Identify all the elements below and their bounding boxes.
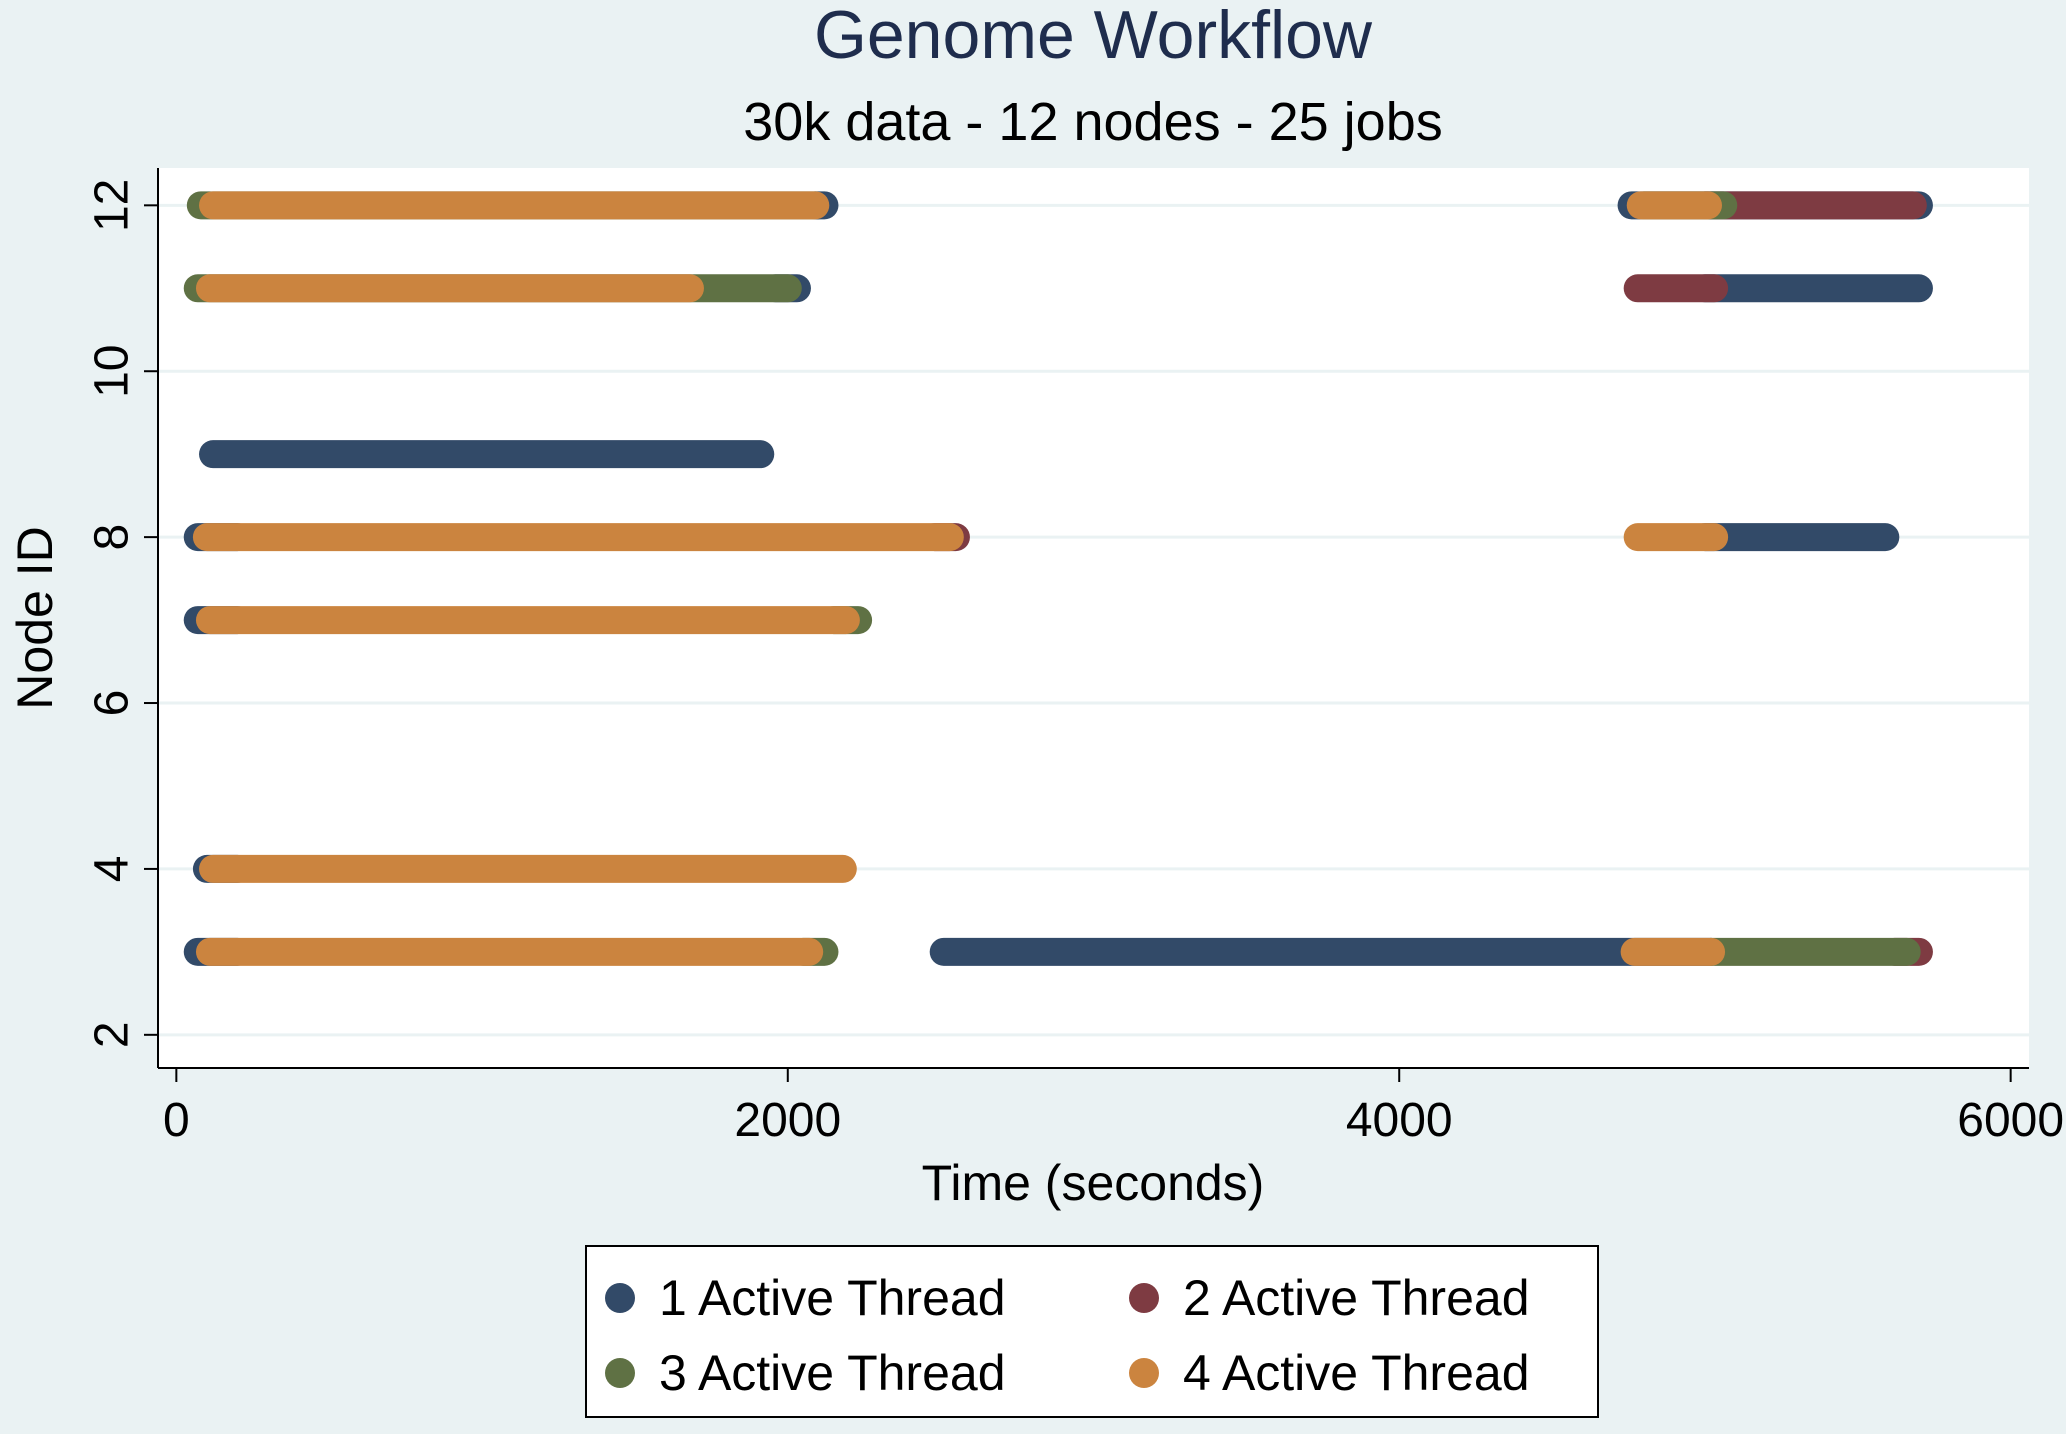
legend-label: 4 Active Thread	[1183, 1345, 1530, 1401]
y-tick-label: 2	[86, 1021, 139, 1048]
y-tick-label: 4	[86, 856, 139, 883]
legend-label: 3 Active Thread	[659, 1345, 1006, 1401]
ticks: 2 4 6 8 10 12 0 2000 4000 6000	[86, 179, 2065, 1147]
x-tick-label: 2000	[734, 1094, 841, 1147]
legend-marker-icon	[1129, 1283, 1159, 1313]
legend-label: 2 Active Thread	[1183, 1270, 1530, 1326]
y-tick-label: 6	[86, 690, 139, 717]
legend-item-3-thread: 3 Active Thread	[605, 1348, 1006, 1398]
chart-subtitle: 30k data - 12 nodes - 25 jobs	[743, 92, 1442, 152]
y-tick-label: 12	[86, 179, 139, 232]
y-tick-label: 10	[86, 345, 139, 398]
x-tick-label: 6000	[1957, 1094, 2064, 1147]
legend-label: 1 Active Thread	[659, 1270, 1006, 1326]
legend: 1 Active Thread 2 Active Thread 3 Active…	[585, 1245, 1599, 1418]
legend-marker-icon	[1129, 1358, 1159, 1388]
y-tick-label: 8	[86, 524, 139, 551]
x-tick-label: 0	[163, 1094, 190, 1147]
axes	[157, 168, 2029, 1069]
legend-item-4-thread: 4 Active Thread	[1129, 1348, 1530, 1398]
x-tick-label: 4000	[1346, 1094, 1453, 1147]
legend-item-2-thread: 2 Active Thread	[1129, 1273, 1530, 1323]
series-layer	[183, 191, 1933, 966]
legend-marker-icon	[605, 1283, 635, 1313]
x-axis-label: Time (seconds)	[922, 1155, 1265, 1211]
y-axis-label: Node ID	[7, 526, 63, 709]
chart-title: Genome Workflow	[814, 0, 1373, 73]
legend-item-1-thread: 1 Active Thread	[605, 1273, 1006, 1323]
legend-marker-icon	[605, 1358, 635, 1388]
